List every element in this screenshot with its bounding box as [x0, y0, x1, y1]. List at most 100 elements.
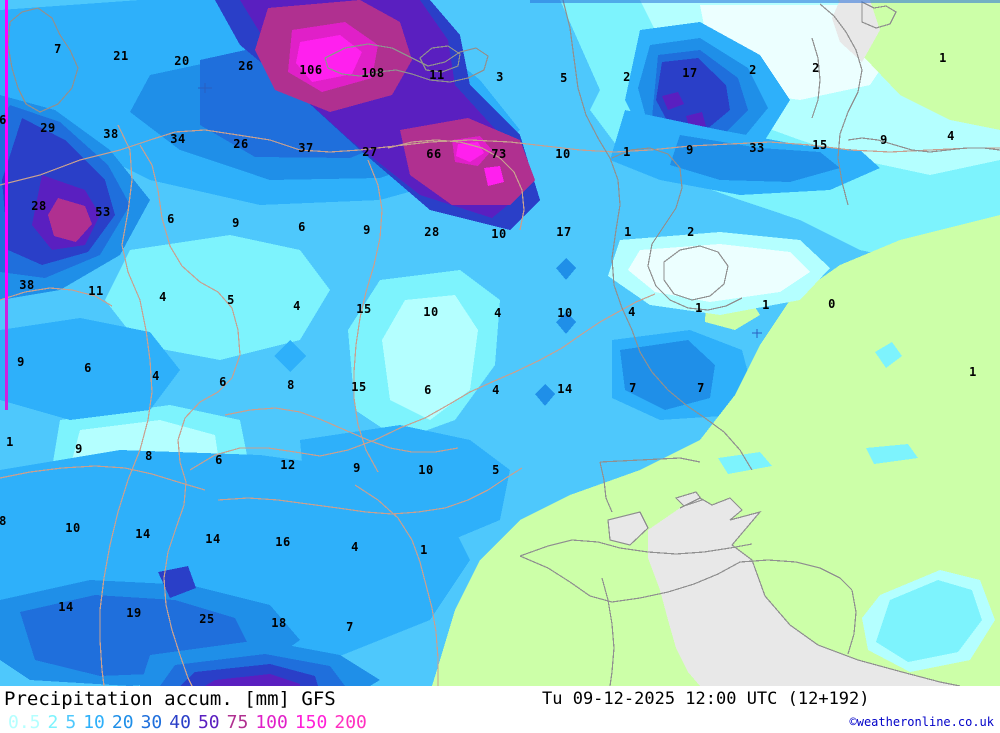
- station-value: 6: [298, 220, 306, 234]
- station-value: 3: [496, 70, 504, 84]
- station-value: 26: [238, 59, 254, 73]
- colorbar-tick-100[interactable]: 100: [255, 712, 288, 733]
- fill-c2-green-inlet: [876, 580, 982, 662]
- station-value: 10: [491, 227, 507, 241]
- fill-c8-ne-dot1: [662, 92, 684, 110]
- station-value: 9: [232, 216, 240, 230]
- station-value: 33: [749, 141, 765, 155]
- station-value: 8: [0, 514, 7, 528]
- station-value: 2: [749, 63, 757, 77]
- fill-c9-nw: [48, 198, 92, 242]
- fill-c11-core-north: [296, 35, 362, 82]
- land-grey-north: [832, 0, 880, 62]
- station-value: 1: [623, 145, 631, 159]
- station-value: 6: [84, 361, 92, 375]
- colorbar-tick-50[interactable]: 50: [197, 712, 220, 733]
- station-value: 66: [426, 147, 442, 161]
- station-value: 4: [947, 129, 955, 143]
- colorbar-tick-0.5[interactable]: 0.5: [8, 712, 41, 733]
- station-value: 9: [353, 461, 361, 475]
- station-value: 2: [687, 225, 695, 239]
- station-value: 19: [126, 606, 142, 620]
- station-value: 6: [219, 375, 227, 389]
- station-value: 18: [271, 616, 287, 630]
- colorbar-tick-200[interactable]: 200: [334, 712, 367, 733]
- fill-c5-diamond-e: [274, 340, 306, 372]
- station-value: 5: [492, 463, 500, 477]
- station-value: 6: [0, 113, 7, 127]
- fill-c5-diamond-c: [556, 312, 576, 334]
- colorbar-tick-150[interactable]: 150: [294, 712, 328, 733]
- station-value: 10: [418, 463, 434, 477]
- station-value: 5: [227, 293, 235, 307]
- station-value: 11: [429, 68, 445, 82]
- crosshair-marker-1: [198, 83, 212, 93]
- station-value: 7: [629, 381, 637, 395]
- colorbar-tick-2[interactable]: 2: [47, 712, 59, 733]
- land-green-main: [432, 215, 1000, 686]
- precipitation-contour-layer: [0, 0, 1000, 686]
- station-value: 37: [298, 141, 314, 155]
- station-value: 8: [287, 378, 295, 392]
- station-value: 4: [492, 383, 500, 397]
- fill-c7-ne-pocket: [656, 58, 730, 130]
- station-value: 38: [103, 127, 119, 141]
- station-value: 15: [356, 302, 372, 316]
- station-value: 4: [293, 299, 301, 313]
- station-value: 17: [682, 66, 698, 80]
- station-value: 9: [880, 133, 888, 147]
- station-value: 5: [560, 71, 568, 85]
- copyright-credit: ©weatheronline.co.uk: [849, 715, 995, 729]
- station-value: 2: [623, 70, 631, 84]
- station-value: 9: [686, 143, 694, 157]
- colorbar-tick-75[interactable]: 75: [226, 712, 249, 733]
- station-value: 10: [423, 305, 439, 319]
- coastline-lines: [7, 0, 1000, 686]
- fill-c2-diamond-a: [202, 240, 222, 264]
- station-value: 7: [346, 620, 354, 634]
- station-value: 15: [812, 138, 828, 152]
- station-value: 73: [491, 147, 507, 161]
- colorbar-tick-40[interactable]: 40: [169, 712, 191, 733]
- station-value: 28: [424, 225, 440, 239]
- station-value: 21: [113, 49, 129, 63]
- land-grey-nub: [676, 492, 702, 506]
- station-value: 10: [557, 306, 573, 320]
- station-value: 14: [557, 382, 573, 396]
- colorbar-tick-5[interactable]: 5: [65, 712, 77, 733]
- station-value: 17: [556, 225, 572, 239]
- station-value: 4: [351, 540, 359, 554]
- station-value: 108: [361, 66, 385, 80]
- chart-title: Precipitation accum. [mm] GFS: [4, 688, 336, 710]
- station-value: 10: [555, 147, 571, 161]
- fill-c2-tiny-4: [866, 444, 918, 464]
- colorbar-tick-20[interactable]: 20: [111, 712, 134, 733]
- station-value: 6: [424, 383, 432, 397]
- left-edge-magenta-strip: [5, 0, 8, 300]
- station-value: 4: [152, 369, 160, 383]
- station-value: 26: [233, 137, 249, 151]
- station-value: 16: [275, 535, 291, 549]
- station-value: 29: [40, 121, 56, 135]
- fill-c11-core-mid-b: [484, 166, 504, 186]
- fill-c0-over-green: [628, 244, 810, 302]
- colorbar-tick-10[interactable]: 10: [83, 712, 105, 733]
- station-value: 1: [939, 51, 947, 65]
- precipitation-colorbar[interactable]: 0.5 2 5 10 20 30 40 50 75 100 150 200: [8, 712, 374, 733]
- station-value: 14: [135, 527, 151, 541]
- station-value: 4: [159, 290, 167, 304]
- precipitation-map[interactable]: 6 7 21 20 26 106 108 11 3 5 2 17 2 2 1 29 38 34 26 37 27 66 73…: [0, 0, 1000, 686]
- station-value: 0: [828, 297, 836, 311]
- station-value: 6: [167, 212, 175, 226]
- station-value: 15: [351, 380, 367, 394]
- fill-c5-eastband: [670, 135, 840, 182]
- fill-c4-diamond-f: [222, 545, 252, 575]
- fill-c1-center-pale: [382, 295, 478, 420]
- station-value: 9: [17, 355, 25, 369]
- station-value: 28: [31, 199, 47, 213]
- station-value: 10: [65, 521, 81, 535]
- station-value: 34: [170, 132, 186, 146]
- station-value: 7: [54, 42, 62, 56]
- colorbar-tick-30[interactable]: 30: [140, 712, 163, 733]
- station-value: 9: [75, 442, 83, 456]
